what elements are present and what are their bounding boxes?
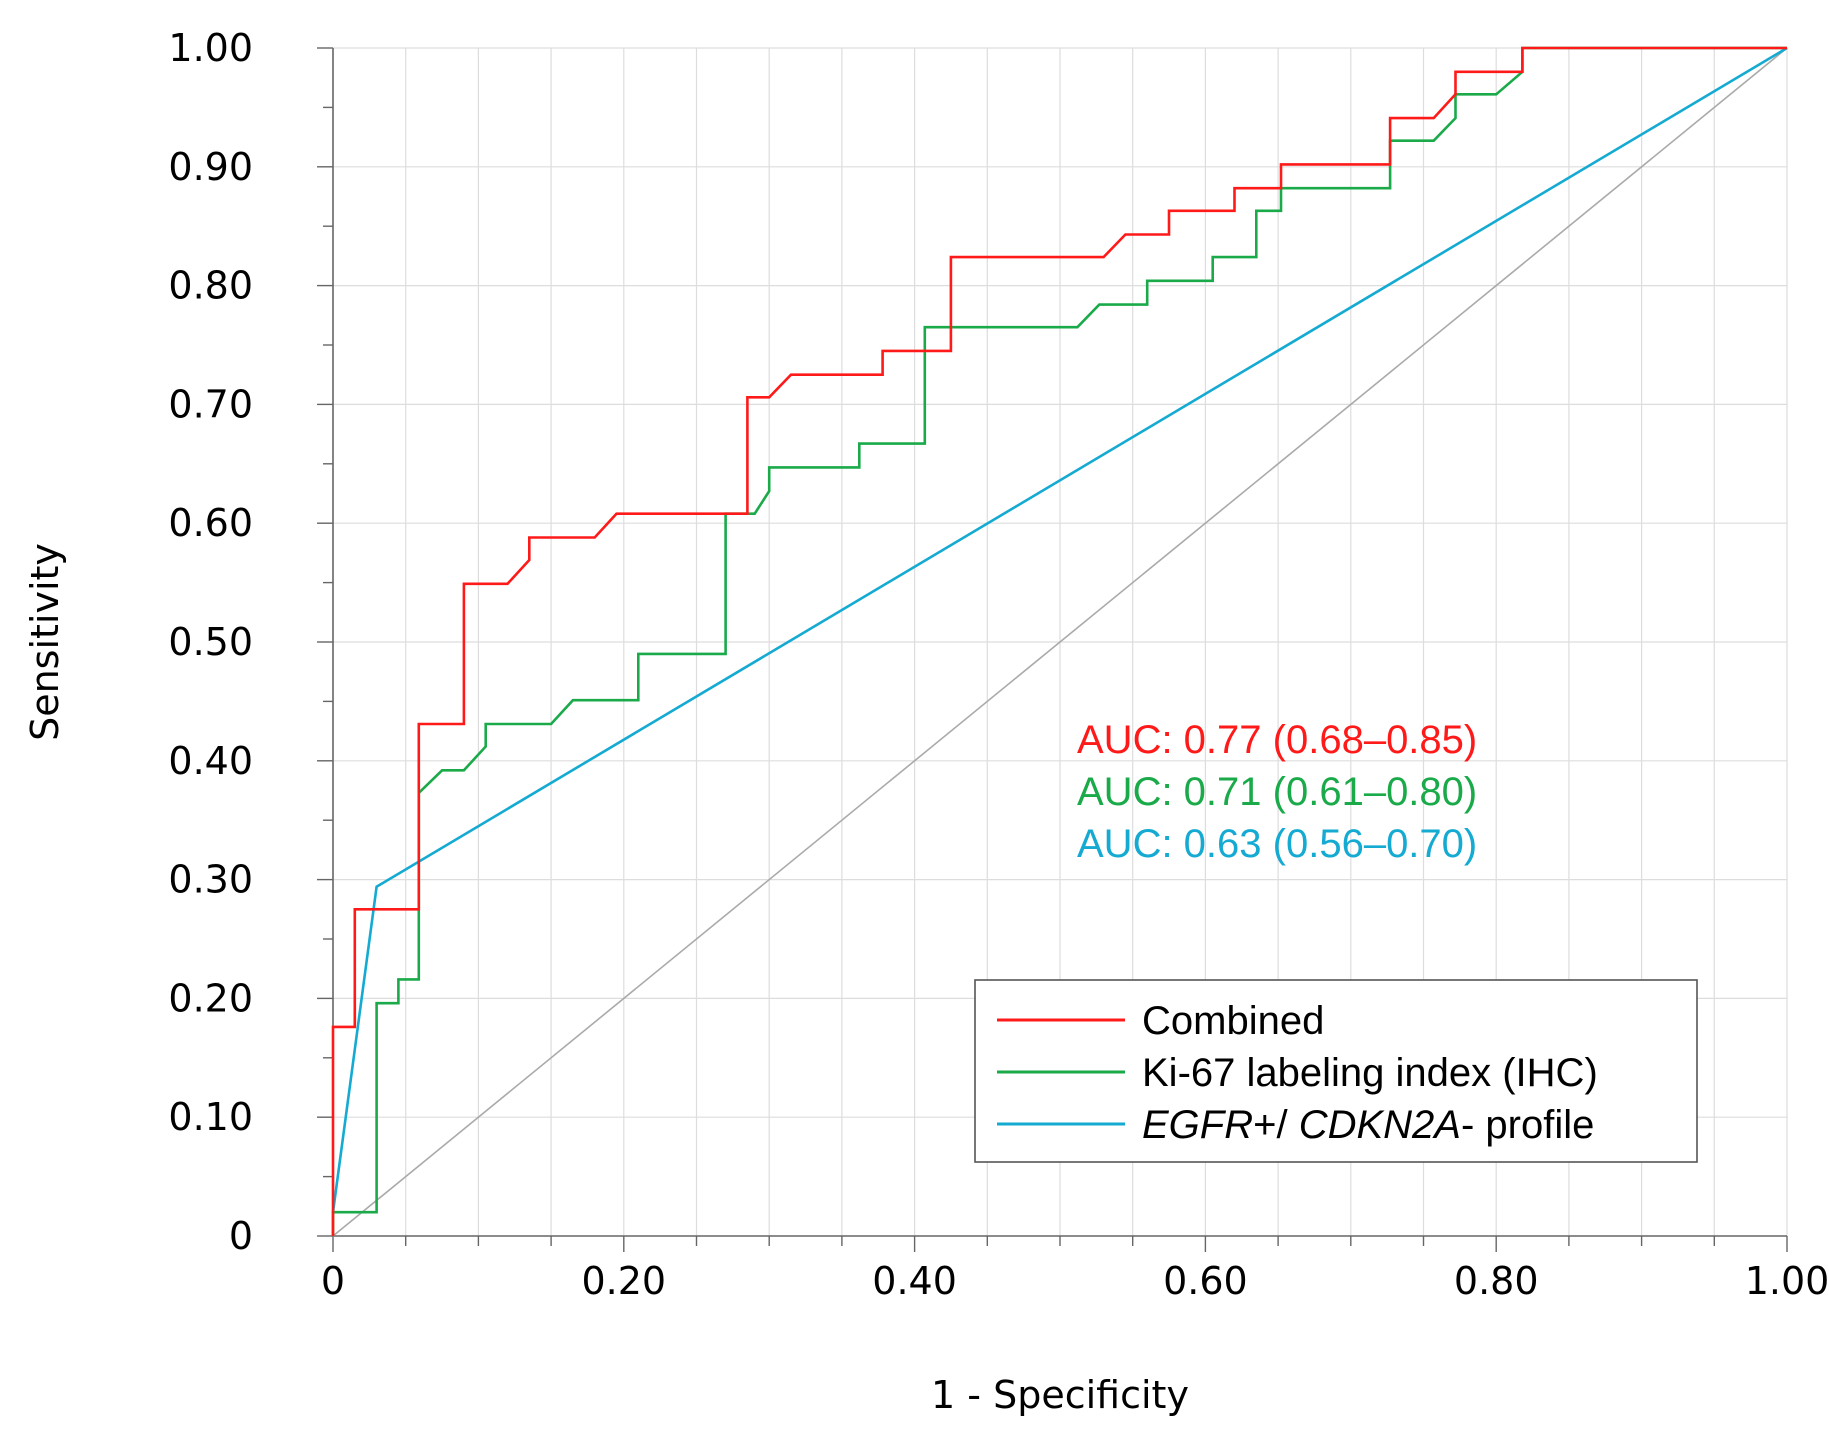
legend-label: EGFR+/ CDKN2A- profile bbox=[1142, 1103, 1594, 1147]
x-tick-label: 0.80 bbox=[1454, 1259, 1539, 1303]
x-tick-label: 0 bbox=[321, 1259, 345, 1303]
y-tick-label: 0.80 bbox=[168, 264, 253, 308]
y-tick-label: 1.00 bbox=[168, 26, 253, 70]
roc-curve-egfr-cdkn2a bbox=[331, 46, 1788, 1213]
x-tick-label: 1.00 bbox=[1745, 1259, 1829, 1303]
legend-items: Combined Ki-67 labeling index (IHC) EGFR+/… bbox=[997, 999, 1598, 1147]
y-tick-label: 0.60 bbox=[168, 501, 253, 545]
x-tick-label: 0.40 bbox=[872, 1259, 957, 1303]
y-tick-label: 0.70 bbox=[168, 382, 253, 426]
x-tick-label: 0.60 bbox=[1163, 1259, 1248, 1303]
auc-label: AUC: 0.63 (0.56–0.70) bbox=[1077, 822, 1477, 866]
tick-labels: 0 0.20 0.40 0.60 0.80 1.00 0 0.10 0.20 0.30 0.40 0.… bbox=[168, 26, 1829, 1303]
x-axis-title: 1 - Specificity bbox=[931, 1373, 1189, 1417]
y-tick-label: 0.40 bbox=[168, 739, 253, 783]
x-tick-label: 0.20 bbox=[581, 1259, 666, 1303]
legend-label: Ki-67 labeling index (IHC) bbox=[1142, 1051, 1598, 1095]
auc-label: AUC: 0.77 (0.68–0.85) bbox=[1077, 718, 1477, 762]
y-tick-label: 0.10 bbox=[168, 1095, 253, 1139]
y-axis-title: Sensitivity bbox=[23, 543, 67, 741]
y-tick-label: 0.20 bbox=[168, 976, 253, 1020]
legend: Combined Ki-67 labeling index (IHC) EGFR+/… bbox=[974, 979, 1698, 1163]
auc-annotations: AUC: 0.77 (0.68–0.85) AUC: 0.71 (0.61–0.8… bbox=[1077, 718, 1477, 866]
y-tick-label: 0.90 bbox=[168, 145, 253, 189]
legend-label: Combined bbox=[1142, 999, 1324, 1043]
roc-curve-combined bbox=[331, 46, 1787, 1236]
series-lines bbox=[331, 46, 1788, 1237]
y-tick-label: 0.50 bbox=[168, 620, 253, 664]
reference-diagonal-line bbox=[332, 47, 1788, 1237]
auc-label: AUC: 0.71 (0.61–0.80) bbox=[1077, 770, 1477, 814]
y-tick-label: 0 bbox=[229, 1214, 253, 1258]
y-tick-label: 0.30 bbox=[168, 858, 253, 902]
